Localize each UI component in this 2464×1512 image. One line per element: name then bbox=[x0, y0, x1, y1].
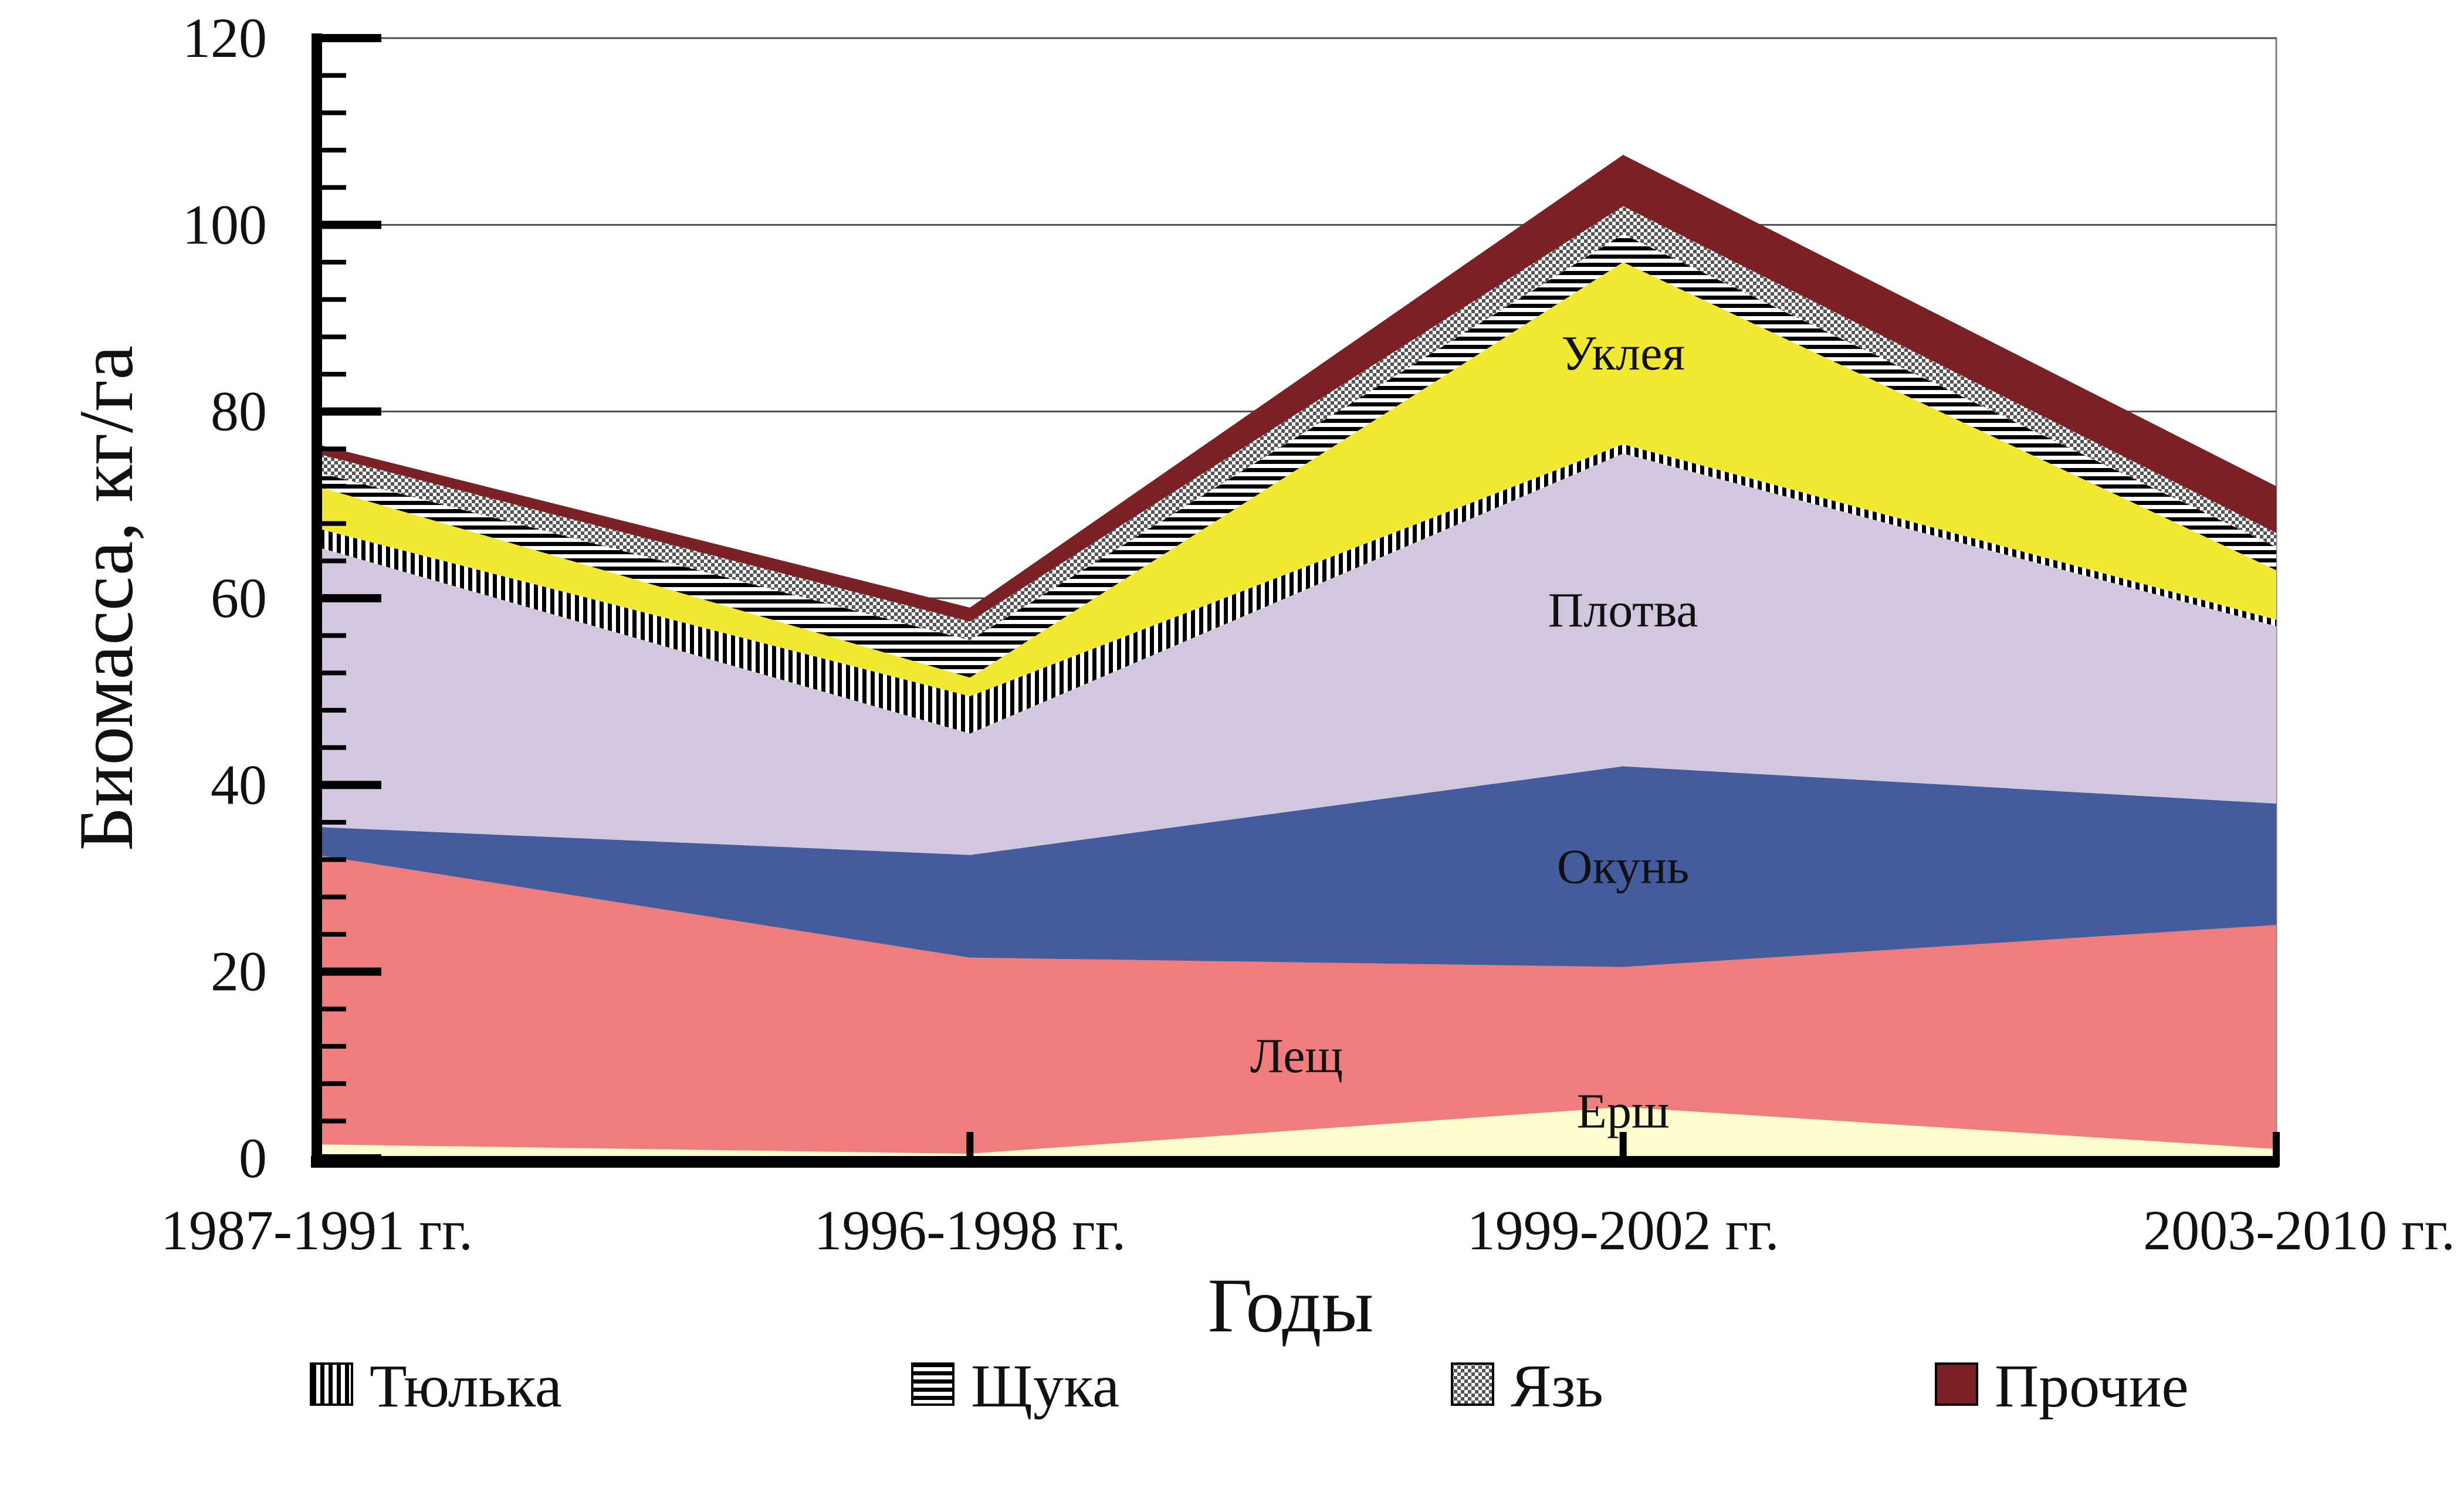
legend-item-прочие: Прочие bbox=[1935, 1352, 2189, 1420]
legend: Тюлька Щука Язь Прочие bbox=[310, 1352, 2189, 1420]
area-labels: Ерш Лещ Окунь Плотва Уклея bbox=[1250, 326, 1698, 1138]
area-label-окунь: Окунь bbox=[1557, 840, 1690, 894]
legend-item-язь: Язь bbox=[1451, 1352, 1603, 1420]
y-axis-title: Биомасса, кг/га bbox=[63, 345, 149, 851]
x-tick-label: 1987-1991 гг. bbox=[161, 1199, 473, 1262]
area-прочие bbox=[317, 154, 2276, 622]
x-axis-title: Годы bbox=[1208, 1262, 1374, 1348]
area-тюлька bbox=[317, 444, 2276, 734]
y-tick-label: 100 bbox=[182, 193, 267, 256]
legend-item-щука: Щука bbox=[911, 1352, 1119, 1420]
area-label-лещ: Лещ bbox=[1250, 1029, 1343, 1083]
y-tick-label: 40 bbox=[211, 753, 267, 816]
area-плотва bbox=[317, 453, 2276, 855]
area-уклея bbox=[317, 262, 2276, 697]
area-ерш bbox=[317, 1107, 2276, 1158]
area-series bbox=[317, 154, 2276, 1158]
area-label-уклея: Уклея bbox=[1561, 326, 1685, 381]
x-tick-label: 1999-2002 гг. bbox=[1467, 1199, 1779, 1262]
area-label-плотва: Плотва bbox=[1548, 583, 1698, 638]
x-tick-label: 1996-1998 гг. bbox=[814, 1199, 1126, 1262]
y-tick-label: 20 bbox=[211, 940, 267, 1003]
y-tick-label: 60 bbox=[211, 567, 267, 629]
legend-swatch bbox=[1935, 1362, 1978, 1406]
legend-item-тюлька: Тюлька bbox=[310, 1352, 562, 1420]
area-щука bbox=[317, 234, 2276, 678]
y-tick-label: 120 bbox=[182, 6, 267, 69]
y-tick-label: 80 bbox=[211, 380, 267, 443]
legend-swatch bbox=[310, 1362, 353, 1406]
x-tick-label: 2003-2010 гг. bbox=[2143, 1199, 2455, 1262]
area-язь bbox=[317, 206, 2276, 640]
legend-label: Язь bbox=[1511, 1352, 1603, 1420]
area-окунь bbox=[317, 766, 2276, 967]
legend-swatch bbox=[1451, 1362, 1494, 1406]
area-лещ bbox=[317, 855, 2276, 1154]
legend-swatch bbox=[911, 1362, 955, 1406]
y-tick-label: 0 bbox=[239, 1127, 267, 1189]
legend-label: Тюлька bbox=[370, 1352, 562, 1420]
legend-label: Щука bbox=[971, 1352, 1119, 1420]
area-label-ерш: Ерш bbox=[1577, 1084, 1670, 1138]
axes: 0 20 40 60 80 100 120 1987-1991 гг. 1996-1998 гг… bbox=[161, 6, 2455, 1262]
legend-label: Прочие bbox=[1995, 1352, 2189, 1420]
